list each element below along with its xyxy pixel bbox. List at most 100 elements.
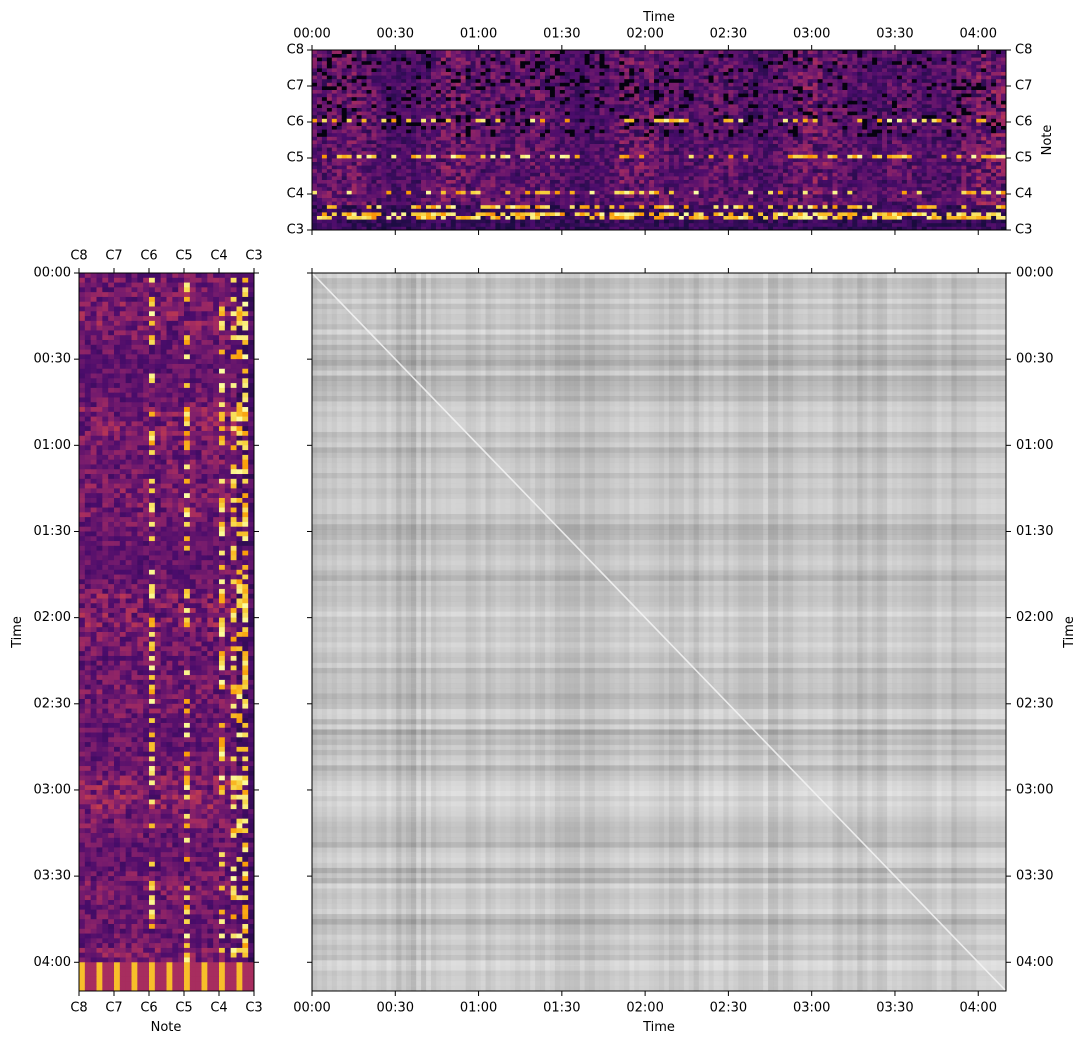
top-spectrogram-cell — [500, 111, 506, 116]
top-spectrogram-cell — [609, 125, 615, 130]
top-spectrogram-cell — [520, 204, 526, 209]
top-spectrogram-cell — [411, 114, 417, 119]
top-spectrogram-cell — [485, 186, 491, 191]
top-spectrogram-cell — [470, 129, 476, 134]
top-spectrogram-cell — [708, 186, 714, 191]
top-spectrogram-cell — [391, 75, 397, 80]
top-spectrogram-cell — [733, 161, 739, 166]
top-spectrogram-cell — [440, 154, 447, 159]
top-spectrogram-cell — [797, 179, 804, 184]
top-spectrogram-cell — [718, 190, 724, 195]
top-spectrogram-cell — [773, 215, 779, 220]
top-spectrogram-cell — [738, 111, 744, 116]
top-spectrogram-cell — [406, 172, 412, 177]
top-spectrogram-cell — [748, 197, 754, 202]
top-spectrogram-cell — [728, 172, 734, 177]
top-spectrogram-cell — [708, 201, 714, 206]
top-spectrogram-cell — [787, 147, 794, 152]
top-spectrogram-cell — [659, 186, 665, 191]
top-spectrogram-cell — [649, 129, 655, 134]
top-spectrogram-cell — [495, 215, 501, 220]
top-spectrogram-cell — [678, 132, 685, 137]
top-spectrogram-cell — [435, 197, 442, 202]
top-spectrogram-cell — [703, 186, 709, 191]
top-spectrogram-cell — [698, 64, 705, 69]
top-spectrogram-cell — [703, 172, 709, 177]
top-spectrogram-cell — [435, 201, 442, 206]
top-spectrogram-cell — [525, 219, 531, 224]
top-spectrogram-cell — [564, 158, 571, 162]
top-spectrogram-cell — [703, 165, 709, 170]
top-spectrogram-cell — [505, 158, 511, 162]
top-spectrogram-cell — [371, 161, 377, 166]
top-spectrogram-cell — [753, 168, 759, 173]
top-spectrogram-cell — [490, 136, 496, 141]
top-spectrogram-cell — [579, 172, 586, 177]
top-spectrogram-cell — [718, 118, 724, 123]
top-spectrogram-cell — [450, 125, 457, 130]
top-spectrogram-cell — [455, 86, 462, 90]
top-spectrogram-cell — [366, 129, 372, 134]
top-spectrogram-cell — [515, 64, 521, 69]
top-spectrogram-cell — [356, 161, 362, 166]
top-spectrogram-cell — [773, 82, 779, 87]
top-spectrogram-cell — [559, 150, 566, 155]
top-spectrogram-cell — [510, 68, 516, 72]
top-spectrogram-cell — [559, 104, 566, 108]
top-spectrogram-cell — [455, 208, 462, 213]
top-spectrogram-cell — [797, 57, 804, 62]
top-spectrogram-cell — [668, 212, 675, 216]
top-spectrogram-cell — [450, 165, 457, 170]
top-spectrogram-cell — [460, 93, 467, 98]
top-spectrogram-cell — [609, 89, 615, 94]
top-spectrogram-cell — [366, 78, 372, 83]
top-spectrogram-cell — [421, 82, 427, 87]
top-spectrogram-cell — [777, 78, 784, 83]
top-spectrogram-cell — [649, 226, 655, 230]
top-spectrogram-cell — [505, 89, 511, 94]
top-spectrogram-cell — [708, 158, 714, 162]
top-spectrogram-cell — [763, 194, 769, 198]
top-spectrogram-cell — [782, 64, 789, 69]
top-spectrogram-cell — [777, 100, 784, 105]
top-spectrogram-cell — [629, 201, 635, 206]
top-spectrogram-cell — [371, 104, 377, 108]
top-spectrogram-cell — [668, 60, 675, 65]
top-spectrogram-cell — [540, 82, 546, 87]
top-spectrogram-cell — [792, 132, 799, 137]
top-spectrogram-cell — [644, 82, 650, 87]
top-spectrogram-cell — [396, 140, 402, 144]
top-spectrogram-cell — [316, 222, 323, 227]
top-spectrogram-cell — [668, 107, 675, 112]
top-spectrogram-cell — [569, 129, 576, 134]
top-spectrogram-cell — [718, 100, 724, 105]
top-spectrogram-cell — [639, 71, 645, 76]
top-spectrogram-cell — [574, 118, 581, 123]
top-spectrogram-cell — [619, 150, 625, 155]
top-spectrogram-cell — [683, 186, 690, 191]
top-spectrogram-cell — [430, 86, 437, 90]
top-spectrogram-cell — [703, 212, 709, 216]
top-spectrogram-cell — [416, 132, 422, 137]
top-spectrogram-cell — [599, 107, 605, 112]
top-spectrogram-cell — [455, 50, 462, 54]
top-spectrogram-cell — [366, 100, 372, 105]
top-spectrogram-cell — [763, 208, 769, 213]
top-spectrogram-cell — [455, 179, 462, 184]
top-spectrogram-cell — [396, 147, 402, 152]
top-spectrogram-cell — [574, 68, 581, 72]
top-spectrogram-cell — [753, 107, 759, 112]
top-spectrogram-cell — [312, 165, 318, 170]
top-spectrogram-cell — [693, 161, 700, 166]
top-spectrogram-cell — [773, 57, 779, 62]
top-spectrogram-cell — [421, 129, 427, 134]
top-spectrogram-cell — [505, 150, 511, 155]
top-spectrogram-cell — [336, 100, 343, 105]
top-spectrogram-cell — [445, 219, 452, 224]
top-spectrogram-cell — [564, 132, 571, 137]
top-spectrogram-cell — [326, 93, 333, 98]
top-spectrogram-cell — [634, 53, 640, 58]
top-spectrogram-cell — [406, 201, 412, 206]
top-spectrogram-cell — [718, 186, 724, 191]
top-spectrogram-cell — [723, 78, 729, 83]
